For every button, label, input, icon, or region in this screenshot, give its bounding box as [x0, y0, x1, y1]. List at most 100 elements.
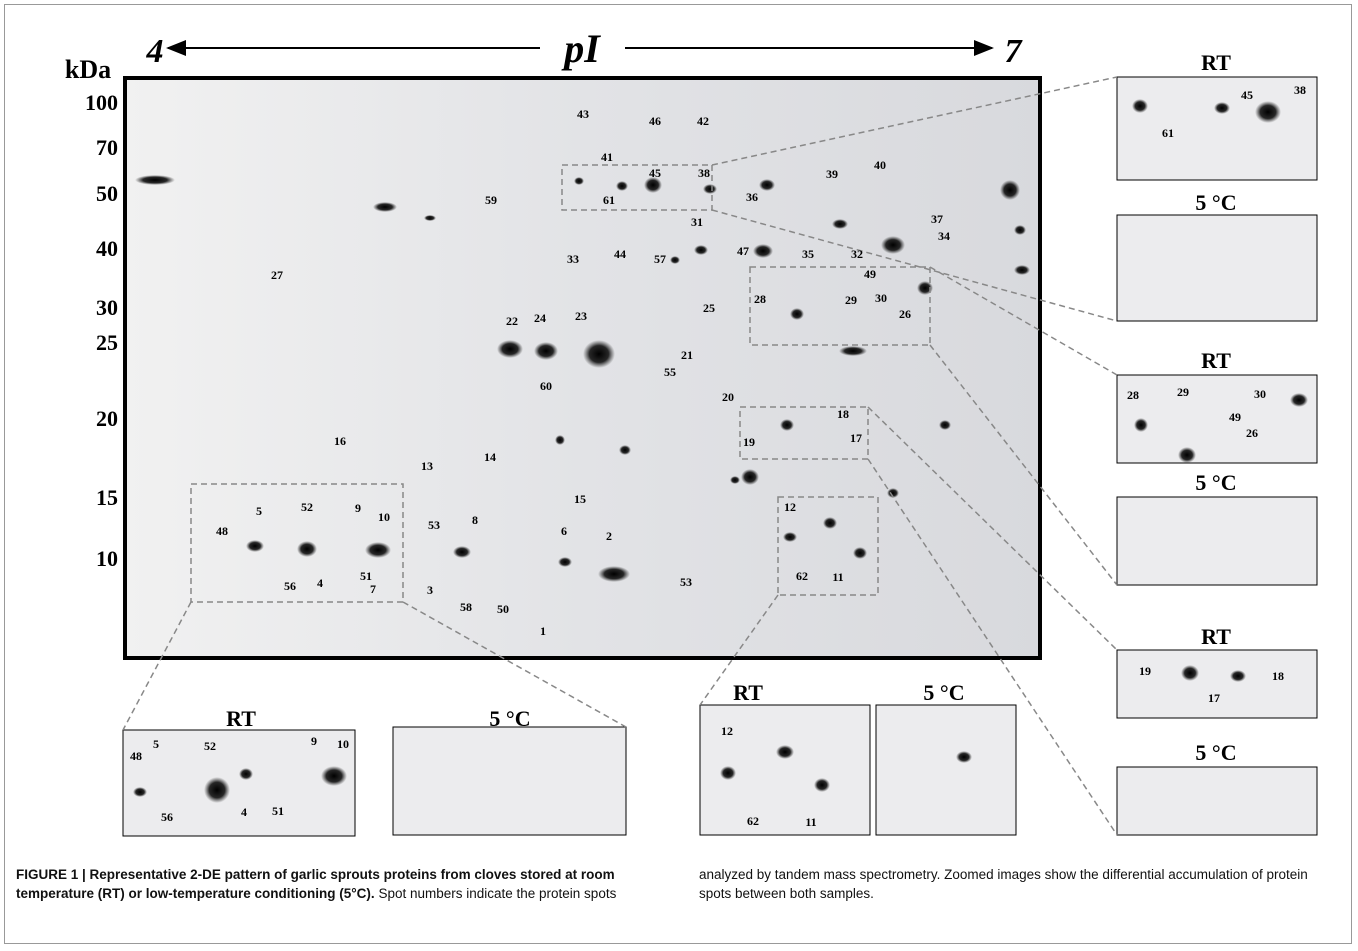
zoom-spot-label: 30 — [1254, 387, 1266, 401]
gel-spot — [453, 546, 471, 558]
gel-spot-label: 27 — [271, 268, 283, 282]
gel-spot — [1000, 180, 1020, 200]
gel-spot-label: 14 — [484, 450, 496, 464]
gel-spot-label: 19 — [743, 435, 755, 449]
gel-spot-label: 58 — [460, 600, 472, 614]
zoom-title: 5 °C — [1195, 470, 1236, 495]
gel-spot-label: 20 — [722, 390, 734, 404]
gel-spot — [583, 340, 615, 368]
gel-spot — [1014, 265, 1030, 275]
zoom-spot — [1181, 665, 1199, 681]
gel-spot — [365, 542, 391, 558]
gel-spot-label: 46 — [649, 114, 661, 128]
gel-spot — [246, 540, 264, 552]
zoom-spot — [1214, 102, 1230, 114]
gel-spot — [939, 420, 951, 430]
gel-spot-label: 13 — [421, 459, 433, 473]
zoom-spot — [204, 777, 230, 803]
gel-spot — [598, 566, 630, 582]
gel-spot-label: 60 — [540, 379, 552, 393]
gel-spot-label: 32 — [851, 247, 863, 261]
gel-spot — [574, 177, 584, 185]
gel-spot-label: 40 — [874, 158, 886, 172]
pi-label: pI — [561, 26, 601, 71]
gel-spot-label: 21 — [681, 348, 693, 362]
zoom-spot-label: 18 — [1272, 669, 1284, 683]
gel-spot — [790, 308, 804, 320]
gel-spot-label: 23 — [575, 309, 587, 323]
gel-spot-label: 11 — [832, 570, 843, 584]
gel-spot-label: 42 — [697, 114, 709, 128]
page: {"figure":{ "pi_axis":{"left":"4","label… — [0, 0, 1358, 951]
pi-left: 4 — [146, 33, 164, 70]
mass-tick-label: 50 — [96, 181, 118, 206]
zoom-title: 5 °C — [1195, 740, 1236, 765]
gel-spot-label: 45 — [649, 166, 661, 180]
zoom-spot-label: 4 — [241, 805, 247, 819]
zoom-spot-label: 38 — [1294, 83, 1306, 97]
gel-spot-label: 7 — [370, 582, 376, 596]
gel-spot — [759, 179, 775, 191]
zoom-panel — [1117, 497, 1317, 585]
zoom-panel — [1117, 650, 1317, 718]
gel-spot-label: 41 — [601, 150, 613, 164]
zoom-spot — [776, 745, 794, 759]
zoom-panel — [393, 727, 626, 835]
gel-spot-label: 9 — [355, 501, 361, 515]
zoom-spot-label: 12 — [721, 724, 733, 738]
zoom-spot-label: 49 — [1229, 410, 1241, 424]
caption: FIGURE 1 | Representative 2-DE pattern o… — [16, 865, 1342, 903]
zoom-spot — [133, 787, 147, 797]
gel-spot-label: 62 — [796, 569, 808, 583]
gel-spot-label: 51 — [360, 569, 372, 583]
gel-spot — [424, 215, 436, 221]
gel-spot-label: 35 — [802, 247, 814, 261]
zoom-spot — [1178, 447, 1196, 463]
zoom-spot-label: 9 — [311, 734, 317, 748]
gel-spot-label: 30 — [875, 291, 887, 305]
gel-spot-label: 3 — [427, 583, 433, 597]
zoom-spot-label: 62 — [747, 814, 759, 828]
zoom-spot-label: 29 — [1177, 385, 1189, 399]
zoom-spot-label: 5 — [153, 737, 159, 751]
gel-spot — [730, 476, 740, 484]
zoom-spot — [956, 751, 972, 763]
gel-spot — [839, 346, 867, 356]
zoom-title: RT — [1201, 50, 1231, 75]
gel-spot — [832, 219, 848, 229]
gel-spot-label: 1 — [540, 624, 546, 638]
gel-spot-label: 55 — [664, 365, 676, 379]
zoom-panel — [1117, 767, 1317, 835]
gel-spot-label: 44 — [614, 247, 626, 261]
mass-tick-label: 30 — [96, 295, 118, 320]
gel-spot-label: 38 — [698, 166, 710, 180]
gel-spot-label: 2 — [606, 529, 612, 543]
gel-spot — [703, 184, 717, 194]
gel-spot-label: 22 — [506, 314, 518, 328]
zoom-panel — [1117, 77, 1317, 180]
zoom-title: 5 °C — [489, 706, 530, 731]
gel-spot — [823, 517, 837, 529]
zoom-spot — [321, 766, 347, 786]
mass-tick-label: 40 — [96, 236, 118, 261]
gel-spot-label: 29 — [845, 293, 857, 307]
gel-spot — [780, 419, 794, 431]
pi-right: 7 — [1005, 33, 1024, 70]
gel-spot-label: 25 — [703, 301, 715, 315]
zoom-panel — [1117, 375, 1317, 463]
gel-spot — [619, 445, 631, 455]
mass-tick-label: 100 — [85, 90, 118, 115]
gel-spot — [373, 202, 397, 212]
zoom-spot — [814, 778, 830, 792]
gel-spot — [534, 342, 558, 360]
gel-spot-label: 36 — [746, 190, 758, 204]
gel-spot — [135, 175, 175, 185]
zoom-spot — [1290, 393, 1308, 407]
gel-spot-label: 24 — [534, 311, 546, 325]
zoom-spot-label: 28 — [1127, 388, 1139, 402]
zoom-spot — [1255, 101, 1281, 123]
gel-spot-label: 5 — [256, 504, 262, 518]
gel-spot-label: 16 — [334, 434, 346, 448]
zoom-title: RT — [733, 680, 763, 705]
